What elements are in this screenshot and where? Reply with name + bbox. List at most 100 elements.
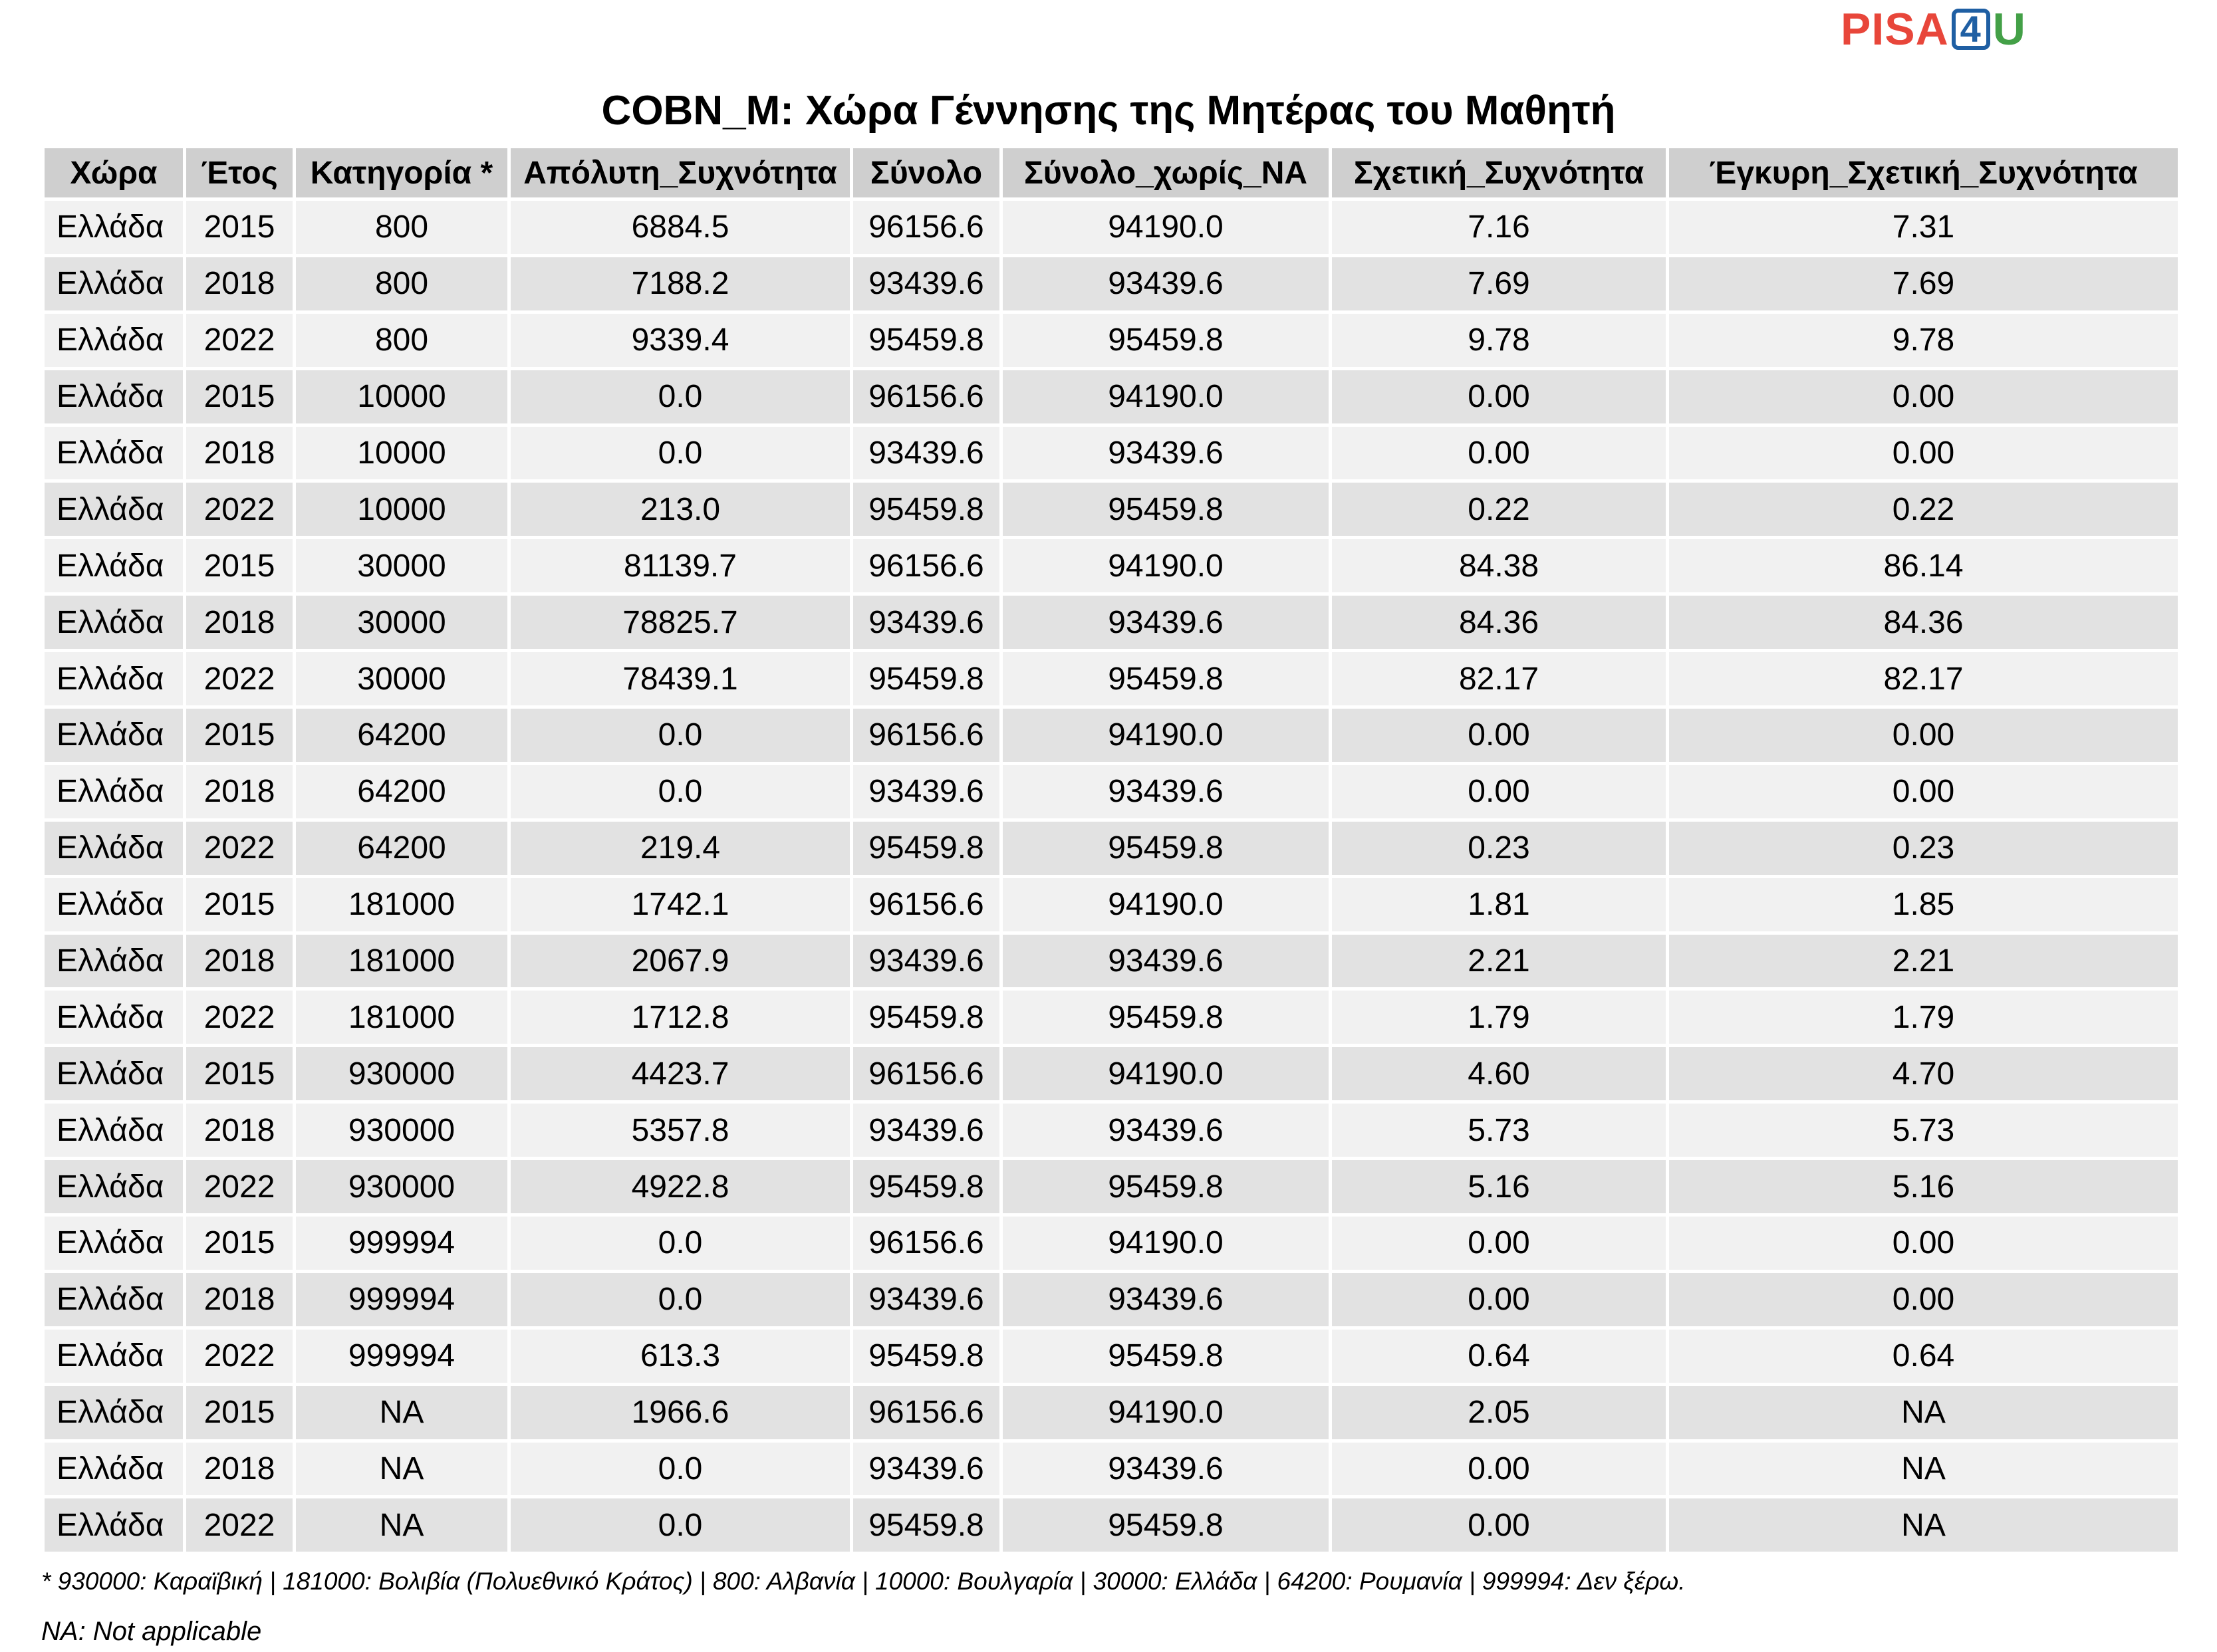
cell-year: 2022	[186, 991, 293, 1044]
cell-country: Ελλάδα	[45, 652, 183, 706]
cell-total-without-na: 93439.6	[1003, 934, 1329, 988]
cell-total-without-na: 93439.6	[1003, 1272, 1329, 1326]
table-row: Ελλάδα 2015 NA 1966.6 96156.6 94190.0 2.05 NA	[45, 1385, 2178, 1439]
cell-absolute-frequency: 78825.7	[511, 596, 850, 649]
cell-country: Ελλάδα	[45, 1498, 183, 1552]
cell-year: 2022	[186, 821, 293, 875]
cell-valid-relative-frequency: 1.85	[1669, 878, 2178, 931]
cell-year: 2015	[186, 1047, 293, 1101]
cell-valid-relative-frequency: 5.73	[1669, 1104, 2178, 1157]
cell-valid-relative-frequency: 0.23	[1669, 821, 2178, 875]
cell-absolute-frequency: 0.0	[511, 709, 850, 762]
table-body: Ελλάδα 2015 800 6884.5 96156.6 94190.0 7.16 7.3…	[45, 201, 2178, 1552]
table-row: Ελλάδα 2022 800 9339.4 95459.8 95459.8 9.78 9.7…	[45, 313, 2178, 367]
cell-year: 2018	[186, 934, 293, 988]
table-row: Ελλάδα 2022 10000 213.0 95459.8 95459.8 0.22 0.…	[45, 483, 2178, 536]
cell-total-without-na: 95459.8	[1003, 821, 1329, 875]
cell-year: 2018	[186, 257, 293, 310]
table-row: Ελλάδα 2018 10000 0.0 93439.6 93439.6 0.00 0.00	[45, 426, 2178, 480]
cell-valid-relative-frequency: 7.69	[1669, 257, 2178, 310]
column-header-valid-relative-frequency: Έγκυρη_Σχετική_Συχνότητα	[1669, 148, 2178, 197]
cell-total: 93439.6	[853, 426, 999, 480]
table-row: Ελλάδα 2018 999994 0.0 93439.6 93439.6 0.00 0.0…	[45, 1272, 2178, 1326]
table-row: Ελλάδα 2018 800 7188.2 93439.6 93439.6 7.69 7.6…	[45, 257, 2178, 310]
cell-total-without-na: 94190.0	[1003, 709, 1329, 762]
pisa4u-logo: PISA 4 U	[1841, 4, 2026, 55]
cell-total: 95459.8	[853, 483, 999, 536]
cell-year: 2022	[186, 313, 293, 367]
table-row: Ελλάδα 2015 30000 81139.7 96156.6 94190.0 84.3…	[45, 539, 2178, 593]
cell-total: 95459.8	[853, 821, 999, 875]
cell-relative-frequency: 1.81	[1332, 878, 1666, 931]
cell-relative-frequency: 1.79	[1332, 991, 1666, 1044]
cell-total: 93439.6	[853, 765, 999, 818]
cell-category: 181000	[296, 878, 507, 931]
cell-year: 2015	[186, 370, 293, 423]
cell-total: 93439.6	[853, 1442, 999, 1496]
cell-absolute-frequency: 213.0	[511, 483, 850, 536]
column-header-category: Κατηγορία *	[296, 148, 507, 197]
cell-total: 96156.6	[853, 201, 999, 254]
cell-relative-frequency: 82.17	[1332, 652, 1666, 706]
cell-total-without-na: 95459.8	[1003, 652, 1329, 706]
cell-country: Ελλάδα	[45, 1385, 183, 1439]
cell-valid-relative-frequency: 2.21	[1669, 934, 2178, 988]
cell-relative-frequency: 7.16	[1332, 201, 1666, 254]
cell-category: 64200	[296, 821, 507, 875]
cell-category: 181000	[296, 934, 507, 988]
cell-total: 93439.6	[853, 1104, 999, 1157]
cell-category: 930000	[296, 1160, 507, 1214]
cell-total-without-na: 95459.8	[1003, 1160, 1329, 1214]
table-row: Ελλάδα 2018 64200 0.0 93439.6 93439.6 0.00 0.00	[45, 765, 2178, 818]
cell-country: Ελλάδα	[45, 1272, 183, 1326]
cell-relative-frequency: 5.16	[1332, 1160, 1666, 1214]
cell-category: 30000	[296, 652, 507, 706]
cell-total-without-na: 95459.8	[1003, 313, 1329, 367]
cell-relative-frequency: 2.21	[1332, 934, 1666, 988]
cell-relative-frequency: 0.00	[1332, 1217, 1666, 1270]
cell-relative-frequency: 0.00	[1332, 1442, 1666, 1496]
table-row: Ελλάδα 2015 64200 0.0 96156.6 94190.0 0.00 0.00	[45, 709, 2178, 762]
cell-category: NA	[296, 1442, 507, 1496]
page-title: COBN_M: Χώρα Γέννησης της Μητέρας του Μα…	[601, 88, 1616, 134]
cell-total: 95459.8	[853, 1329, 999, 1383]
column-header-total: Σύνολο	[853, 148, 999, 197]
cell-country: Ελλάδα	[45, 1217, 183, 1270]
cell-country: Ελλάδα	[45, 539, 183, 593]
cell-year: 2022	[186, 652, 293, 706]
cell-total: 96156.6	[853, 370, 999, 423]
cell-relative-frequency: 84.38	[1332, 539, 1666, 593]
cell-total: 95459.8	[853, 991, 999, 1044]
cell-country: Ελλάδα	[45, 426, 183, 480]
cell-category: 181000	[296, 991, 507, 1044]
cell-category: 930000	[296, 1104, 507, 1157]
cell-valid-relative-frequency: 0.00	[1669, 426, 2178, 480]
cell-relative-frequency: 9.78	[1332, 313, 1666, 367]
table-row: Ελλάδα 2022 NA 0.0 95459.8 95459.8 0.00 NA	[45, 1498, 2178, 1552]
cell-total-without-na: 94190.0	[1003, 1385, 1329, 1439]
cell-category: 64200	[296, 765, 507, 818]
cell-absolute-frequency: 7188.2	[511, 257, 850, 310]
logo-text-four: 4	[1951, 9, 1990, 50]
column-header-country: Χώρα	[45, 148, 183, 197]
cell-valid-relative-frequency: NA	[1669, 1498, 2178, 1552]
table-row: Ελλάδα 2015 800 6884.5 96156.6 94190.0 7.16 7.3…	[45, 201, 2178, 254]
cell-valid-relative-frequency: 5.16	[1669, 1160, 2178, 1214]
cell-total: 95459.8	[853, 313, 999, 367]
cell-year: 2015	[186, 1217, 293, 1270]
cell-category: 999994	[296, 1329, 507, 1383]
cell-total-without-na: 93439.6	[1003, 1104, 1329, 1157]
cell-valid-relative-frequency: 0.00	[1669, 765, 2178, 818]
cell-absolute-frequency: 4423.7	[511, 1047, 850, 1101]
cell-total-without-na: 93439.6	[1003, 765, 1329, 818]
cell-relative-frequency: 0.00	[1332, 1272, 1666, 1326]
cell-relative-frequency: 5.73	[1332, 1104, 1666, 1157]
table-row: Ελλάδα 2018 181000 2067.9 93439.6 93439.6 2.21…	[45, 934, 2178, 988]
cell-category: 30000	[296, 596, 507, 649]
table-row: Ελλάδα 2015 10000 0.0 96156.6 94190.0 0.00 0.00	[45, 370, 2178, 423]
cell-relative-frequency: 0.00	[1332, 765, 1666, 818]
cell-relative-frequency: 0.00	[1332, 426, 1666, 480]
cell-total-without-na: 94190.0	[1003, 878, 1329, 931]
cell-total: 96156.6	[853, 878, 999, 931]
cell-category: 800	[296, 313, 507, 367]
